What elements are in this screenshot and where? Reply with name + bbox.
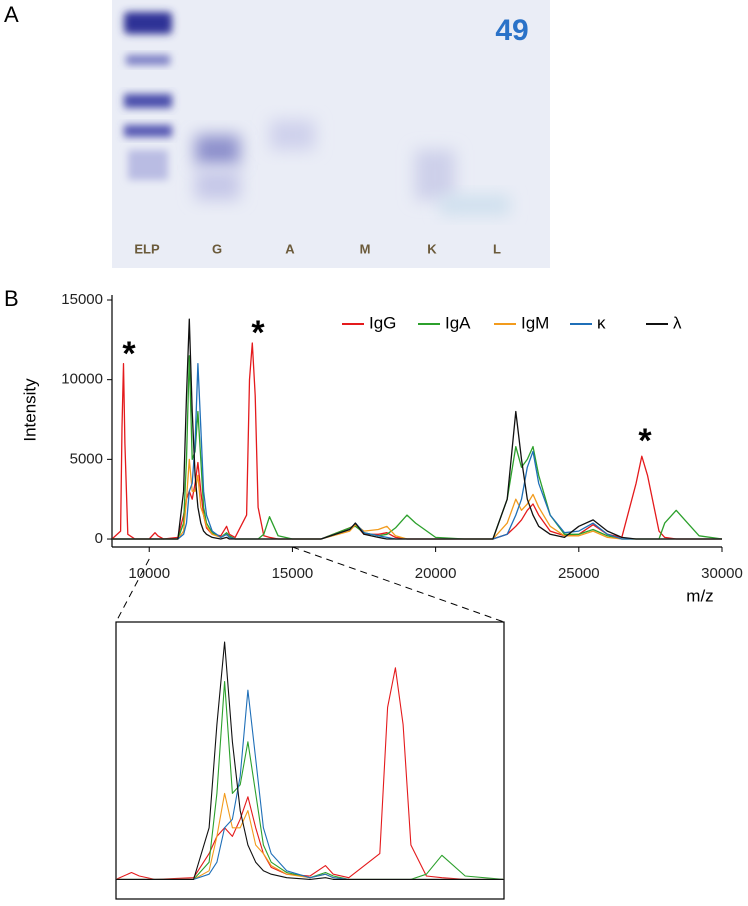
series-line [116, 641, 504, 880]
lane-label: ELP [134, 241, 160, 256]
legend-label: IgA [445, 313, 471, 332]
lane-label: L [493, 241, 501, 256]
series-group [116, 641, 504, 880]
y-tick-label: 5000 [70, 450, 103, 467]
lane-label: K [427, 241, 437, 256]
x-tick-label: 15000 [272, 565, 314, 582]
lane-label: M [360, 241, 371, 256]
inset-frame [115, 621, 505, 900]
x-tick-label: 20000 [415, 565, 457, 582]
lane-label: A [285, 241, 295, 256]
lane-label: G [212, 241, 222, 256]
y-tick-label: 10000 [61, 371, 103, 388]
legend-label: λ [673, 313, 682, 332]
x-tick-label: 30000 [701, 565, 743, 582]
panel-label: B [4, 286, 19, 311]
annotation: * [251, 314, 265, 352]
series-line [116, 681, 504, 880]
x-axis-label: m/z [686, 586, 713, 605]
annotation: * [122, 335, 136, 373]
legend-label: IgM [521, 313, 549, 332]
y-tick-label: 15000 [61, 291, 103, 308]
legend-label: IgG [369, 313, 396, 332]
x-tick-label: 10000 [128, 565, 170, 582]
series-line [112, 318, 722, 540]
legend-label: κ [597, 313, 606, 332]
gel-image [112, 0, 550, 268]
y-tick-label: 0 [95, 530, 103, 547]
y-axis-label: Intensity [20, 378, 39, 442]
zoom-guide [292, 546, 505, 623]
panel-label: A [4, 2, 19, 27]
annotation: * [638, 422, 652, 460]
x-tick-label: 25000 [558, 565, 600, 582]
series-group [112, 318, 723, 540]
gel-marker: 49 [495, 14, 528, 47]
